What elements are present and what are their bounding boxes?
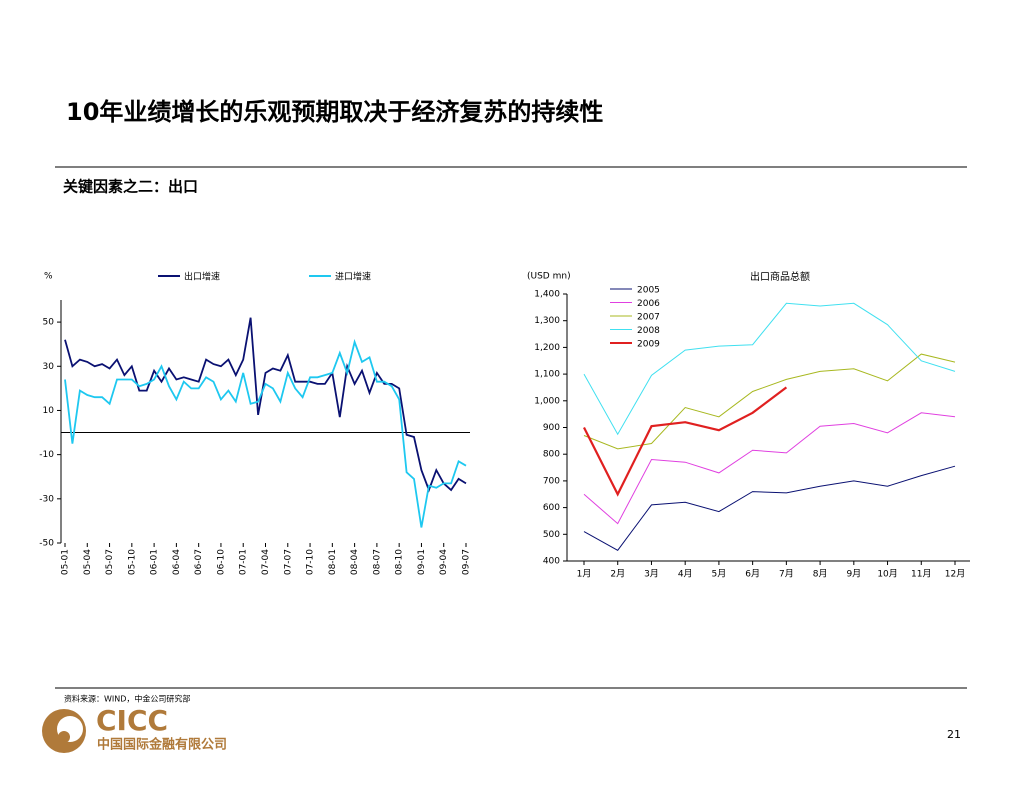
x-tick-label: 6月 — [745, 569, 760, 580]
x-tick-label: 7月 — [779, 569, 794, 580]
x-tick-label: 05-04 — [83, 549, 93, 575]
y-tick-label: 700 — [543, 476, 560, 486]
x-tick-label: 05-01 — [61, 549, 71, 575]
x-tick-label: 11月 — [911, 569, 931, 580]
y-tick-label: 1,300 — [534, 316, 560, 326]
x-tick-label: 5月 — [712, 569, 727, 580]
y-tick-label: 1,400 — [534, 290, 560, 300]
x-tick-label: 08-01 — [328, 549, 338, 575]
x-tick-label: 8月 — [813, 569, 828, 580]
x-tick-label: 12月 — [945, 569, 965, 580]
x-tick-label: 06-04 — [172, 549, 182, 575]
y-label: % — [44, 272, 53, 282]
x-tick-label: 3月 — [644, 569, 659, 580]
x-tick-label: 4月 — [678, 569, 693, 580]
x-tick-label: 05-10 — [127, 549, 137, 575]
y-tick-label: 1,100 — [534, 370, 560, 380]
y-tick-label: 900 — [543, 423, 560, 433]
series-line — [583, 302, 956, 436]
x-tick-label: 05-07 — [105, 549, 115, 575]
series-line — [583, 465, 956, 551]
slide-title: 10年业绩增长的乐观预期取决于经济复苏的持续性 — [66, 98, 603, 126]
x-tick-label: 08-04 — [350, 549, 360, 575]
company-name: 中国国际金融有限公司 — [97, 737, 227, 753]
logo: CICC 中国国际金融有限公司 — [42, 704, 227, 753]
y-tick-label: -50 — [39, 539, 54, 549]
source: 资料来源：WIND，中金公司研究部 — [64, 694, 190, 704]
x-tick-label: 09-04 — [439, 549, 449, 575]
y-label: (USD mn) — [527, 272, 571, 282]
x-tick-label: 1月 — [577, 569, 592, 580]
y-tick-label: 500 — [543, 530, 560, 540]
page-number: 21 — [947, 728, 961, 741]
legend-label: 出口增速 — [184, 271, 220, 283]
x-tick-label: 06-07 — [194, 549, 204, 575]
y-tick-label: -10 — [39, 450, 54, 460]
x-tick-label: 10月 — [877, 569, 897, 580]
logo-text: CICC — [96, 704, 168, 737]
x-tick-label: 08-07 — [372, 549, 382, 575]
x-tick-label: 08-10 — [395, 549, 405, 575]
x-tick-label: 9月 — [846, 569, 861, 580]
y-tick-label: 600 — [543, 503, 560, 513]
series-line — [583, 412, 956, 525]
y-tick-label: 1,200 — [534, 343, 560, 353]
x-tick-label: 07-10 — [306, 549, 316, 575]
legend-label: 2007 — [637, 313, 660, 323]
legend-label: 2009 — [637, 340, 660, 350]
x-tick-label: 2月 — [610, 569, 625, 580]
legend-label: 2008 — [637, 326, 660, 336]
y-tick-label: 10 — [43, 406, 55, 416]
legend-label: 进口增速 — [335, 271, 371, 283]
series-line — [583, 386, 788, 497]
series-line — [64, 338, 467, 528]
legend-label: 2006 — [637, 299, 660, 309]
series-line — [64, 317, 467, 493]
x-tick-label: 07-04 — [261, 549, 271, 575]
x-tick-label: 06-01 — [150, 549, 160, 575]
series-line — [583, 353, 956, 450]
x-tick-label: 09-01 — [417, 549, 427, 575]
y-tick-label: 50 — [43, 318, 55, 328]
chart-title: 出口商品总额 — [750, 270, 810, 283]
x-tick-label: 07-07 — [283, 549, 293, 575]
logo-mark — [58, 731, 70, 743]
y-tick-label: 400 — [543, 557, 560, 567]
x-tick-label: 06-10 — [216, 549, 226, 575]
y-tick-label: -30 — [39, 494, 54, 504]
x-tick-label: 09-07 — [462, 549, 472, 575]
y-tick-label: 1,000 — [534, 396, 560, 406]
x-tick-label: 07-01 — [239, 549, 249, 575]
legend-label: 2005 — [637, 286, 660, 296]
y-tick-label: 30 — [43, 362, 55, 372]
y-tick-label: 800 — [543, 450, 560, 460]
subtitle: 关键因素之二：出口 — [63, 178, 198, 196]
